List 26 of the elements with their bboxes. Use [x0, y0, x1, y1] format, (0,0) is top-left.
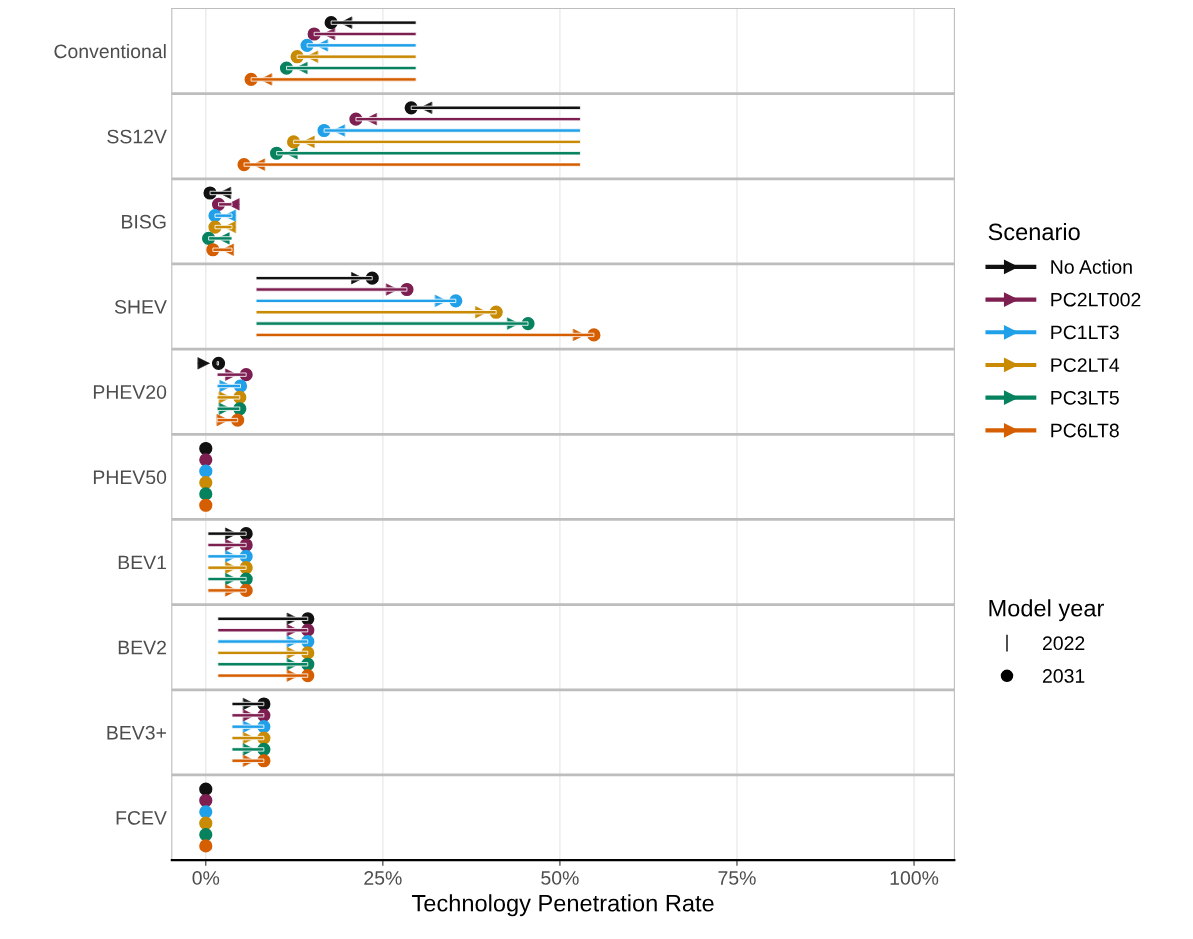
y-tick-label: BEV2 [118, 640, 166, 655]
x-tick-label: 0% [192, 871, 220, 885]
y-tick-label: PHEV50 [93, 470, 167, 485]
text: Model year [989, 599, 1104, 622]
legend-label: PC1LT3 [1051, 325, 1119, 340]
x-tick-label: 100% [890, 871, 939, 885]
y-tick-label: PHEV20 [93, 385, 167, 399]
legend-label: PC6LT8 [1051, 423, 1119, 438]
legend-label: PC3LT5 [1051, 390, 1119, 405]
y-tick-label: Conventional [54, 43, 166, 59]
legend-label: PC2LT4 [1051, 358, 1120, 372]
x-tick-label: 25% [364, 871, 402, 885]
legend-label: PC2LT002 [1051, 292, 1141, 307]
y-tick-label: BISG [122, 214, 166, 229]
legend-label: No Action [1051, 259, 1132, 274]
text: 2031 [1042, 669, 1085, 683]
y-tick-label: BEV1 [118, 555, 166, 570]
x-tick-label: 50% [541, 871, 579, 885]
x-axis-title: Technology Penetration Rate [412, 894, 714, 917]
x-tick-label: 75% [718, 871, 756, 885]
y-tick-label: BEV3+ [107, 725, 166, 740]
y-tick-label: FCEV [116, 811, 167, 825]
legend-title: Scenario [988, 222, 1080, 241]
text: 2022 [1042, 636, 1085, 651]
y-tick-label: SS12V [107, 129, 167, 144]
y-tick-label: SHEV [114, 300, 167, 314]
